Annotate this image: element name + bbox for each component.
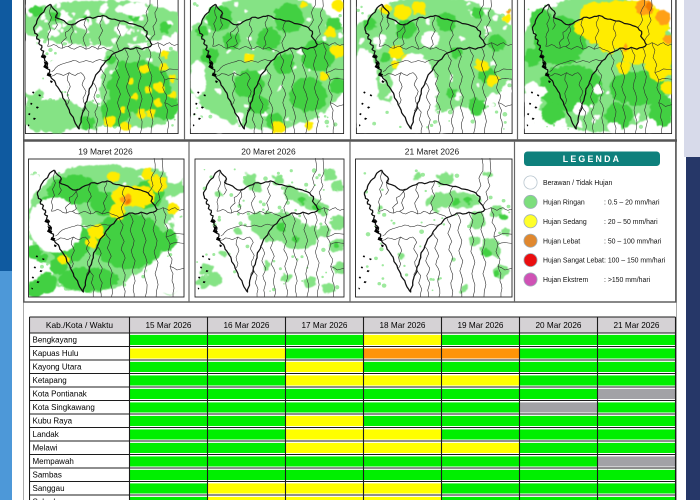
svg-text:20 Maret 2026: 20 Maret 2026 (241, 147, 296, 157)
svg-text:Kubu Raya: Kubu Raya (33, 417, 73, 426)
svg-text:Kayong Utara: Kayong Utara (33, 363, 82, 372)
svg-text:Melawi: Melawi (33, 444, 58, 453)
svg-text:LEGENDA: LEGENDA (563, 154, 621, 164)
svg-text:17 Mar 2026: 17 Mar 2026 (302, 321, 348, 330)
svg-text:Kab./Kota / Waktu: Kab./Kota / Waktu (46, 320, 114, 330)
svg-text:Kota Pontianak: Kota Pontianak (33, 390, 88, 399)
svg-text:Bengkayang: Bengkayang (33, 336, 77, 345)
svg-text:: >150 mm/hari: : >150 mm/hari (604, 277, 651, 284)
svg-text:21 Maret 2026: 21 Maret 2026 (405, 147, 460, 157)
svg-text:16 Mar 2026: 16 Mar 2026 (224, 321, 270, 330)
svg-text:Kota Singkawang: Kota Singkawang (33, 403, 95, 412)
svg-text:21 Mar 2026: 21 Mar 2026 (614, 321, 660, 330)
svg-text:18 Mar 2026: 18 Mar 2026 (380, 321, 426, 330)
svg-text:Sekadau: Sekadau (33, 498, 65, 500)
svg-text:Mempawah: Mempawah (33, 457, 74, 466)
svg-text:Hujan Lebat: Hujan Lebat (543, 238, 580, 245)
svg-text:: 50 – 100 mm/hari: : 50 – 100 mm/hari (604, 238, 662, 245)
svg-text:Hujan Ekstrem: Hujan Ekstrem (543, 277, 588, 284)
svg-text:: 100 – 150 mm/hari: : 100 – 150 mm/hari (604, 258, 666, 265)
svg-text:Sanggau: Sanggau (33, 484, 65, 493)
svg-text:20 Mar 2026: 20 Mar 2026 (536, 321, 582, 330)
svg-text:Ketapang: Ketapang (33, 376, 67, 385)
svg-text:Sambas: Sambas (33, 471, 62, 480)
svg-text:19 Maret 2026: 19 Maret 2026 (78, 147, 133, 157)
svg-text:: 0.5 – 20 mm/hari: : 0.5 – 20 mm/hari (604, 200, 660, 207)
svg-text:15 Mar 2026: 15 Mar 2026 (146, 321, 192, 330)
svg-text:Berawan / Tidak Hujan: Berawan / Tidak Hujan (543, 180, 612, 187)
svg-text:Landak: Landak (33, 430, 60, 439)
svg-text:Hujan Ringan: Hujan Ringan (543, 200, 585, 207)
svg-text:19 Mar 2026: 19 Mar 2026 (458, 321, 504, 330)
svg-text:: 20 – 50 mm/hari: : 20 – 50 mm/hari (604, 219, 658, 226)
svg-text:Kapuas Hulu: Kapuas Hulu (33, 349, 79, 358)
svg-text:Hujan Sedang: Hujan Sedang (543, 219, 587, 226)
svg-text:Hujan Sangat Lebat: Hujan Sangat Lebat (543, 258, 604, 265)
